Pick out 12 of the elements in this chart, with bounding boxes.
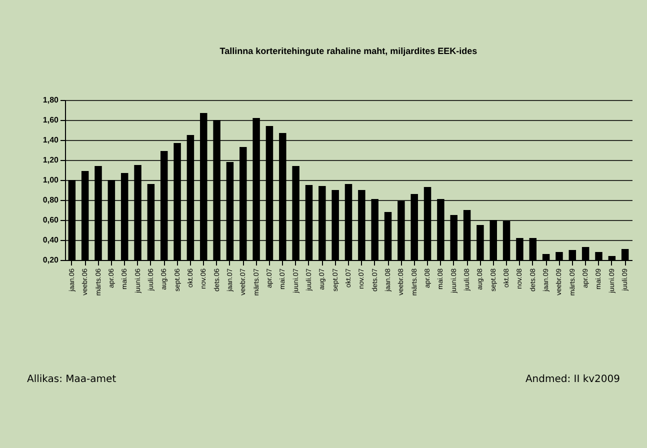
y-tick-label: 1,20 (42, 156, 60, 164)
y-tick-label: 1,40 (42, 136, 60, 144)
y-tick-label: 1,00 (42, 176, 60, 184)
y-tick-label: 1,80 (42, 96, 60, 104)
y-tick-label: 1,60 (42, 116, 60, 124)
y-tick-label: 0,80 (42, 196, 60, 204)
y-tick-label: 0,40 (42, 236, 60, 244)
y-tick-label: 0,20 (42, 256, 60, 264)
chart-title: Tallinna korteritehingute rahaline maht, miljardites EEK-ides (220, 46, 478, 56)
text: Allikas: Maa-amet (27, 374, 116, 385)
text: Andmed: II kv2009 (525, 374, 620, 385)
y-tick-label: 0,60 (42, 216, 60, 224)
